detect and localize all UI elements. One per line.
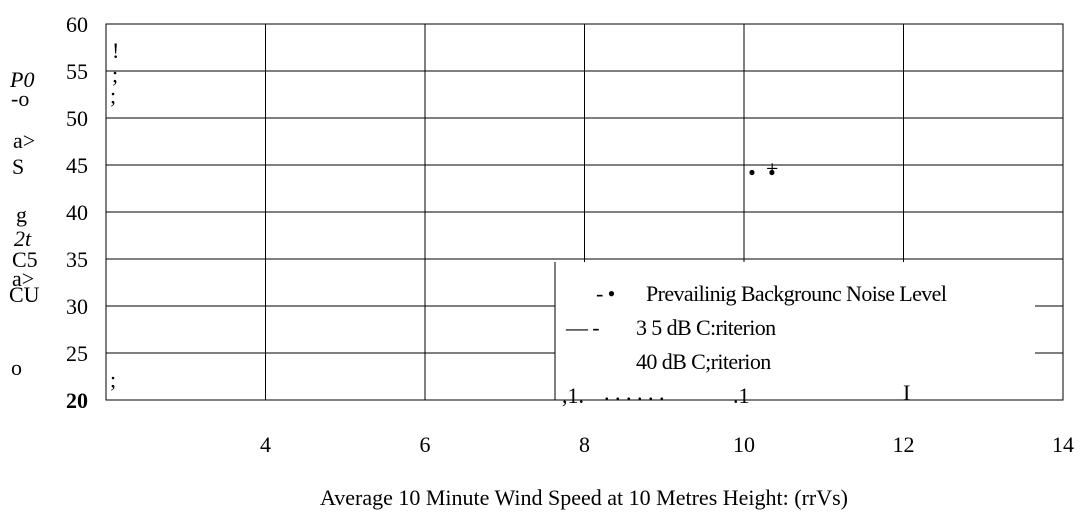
y-tick-label: 20 — [66, 388, 88, 413]
artifact-glyph: ; — [110, 367, 116, 392]
y-tick-label: 60 — [66, 12, 88, 37]
legend-box — [555, 262, 1035, 400]
artifact-glyph: I — [903, 380, 910, 405]
y-label-fragment: a> — [13, 128, 35, 153]
series — [749, 169, 775, 176]
y-label-fragment: o — [11, 355, 22, 380]
legend-label: Prevailinig Backgrounc Noise Level — [646, 281, 947, 306]
x-tick-label: 4 — [260, 432, 271, 457]
y-label-fragment: C5 — [12, 247, 38, 272]
y-label-fragment: -o — [11, 86, 29, 111]
legend-label: 3 5 dB C:riterion — [636, 315, 776, 340]
y-tick-label: 25 — [66, 341, 88, 366]
x-tick-label: 12 — [893, 432, 915, 457]
y-label-fragment: CU — [9, 282, 40, 307]
y-label-fragment: S — [12, 154, 24, 179]
data-point — [749, 169, 755, 176]
x-axis-ticks: 4 6 8 10 12 14 — [260, 432, 1074, 457]
plot-area — [105, 23, 1064, 401]
y-tick-label: 45 — [66, 153, 88, 178]
legend-symbol: - • — [596, 281, 615, 306]
y-tick-label: 55 — [66, 59, 88, 84]
y-label-fragment: g — [16, 202, 27, 227]
y-label-fragment: P0 — [9, 67, 34, 92]
y-tick-label: 30 — [66, 294, 88, 319]
artifact-glyph: ; — [110, 83, 116, 108]
x-tick-label: 6 — [420, 432, 431, 457]
artifact-glyph: .1 — [733, 383, 750, 408]
y-tick-label: 40 — [66, 200, 88, 225]
x-tick-label: 10 — [733, 432, 755, 457]
y-tick-label: 50 — [66, 106, 88, 131]
legend-symbol: — - — [565, 315, 599, 340]
data-point — [769, 169, 775, 176]
legend-label: 40 dB C;riterion — [636, 349, 771, 374]
artifact-glyph: + — [766, 156, 778, 181]
x-tick-label: 8 — [579, 432, 590, 457]
artifact-glyph: . . . . . . — [604, 380, 665, 405]
y-tick-label: 35 — [66, 247, 88, 272]
y-axis-ticks: 20 25 30 35 40 45 50 55 60 — [66, 12, 88, 413]
x-axis-label: Average 10 Minute Wind Speed at 10 Metre… — [320, 485, 848, 510]
x-tick-label: 14 — [1052, 432, 1074, 457]
artifact-glyph: ! — [112, 38, 119, 63]
y-label-fragment: a> — [12, 266, 34, 291]
scan-artifacts: !;;; ,1. . . . . . . .1 I + — [110, 38, 910, 408]
artifact-glyph: ; — [112, 62, 118, 87]
legend: - • Prevailinig Backgrounc Noise Level — -… — [565, 281, 947, 374]
artifact-glyph: ,1. — [562, 383, 584, 408]
y-label-fragment: 2t — [14, 226, 32, 251]
